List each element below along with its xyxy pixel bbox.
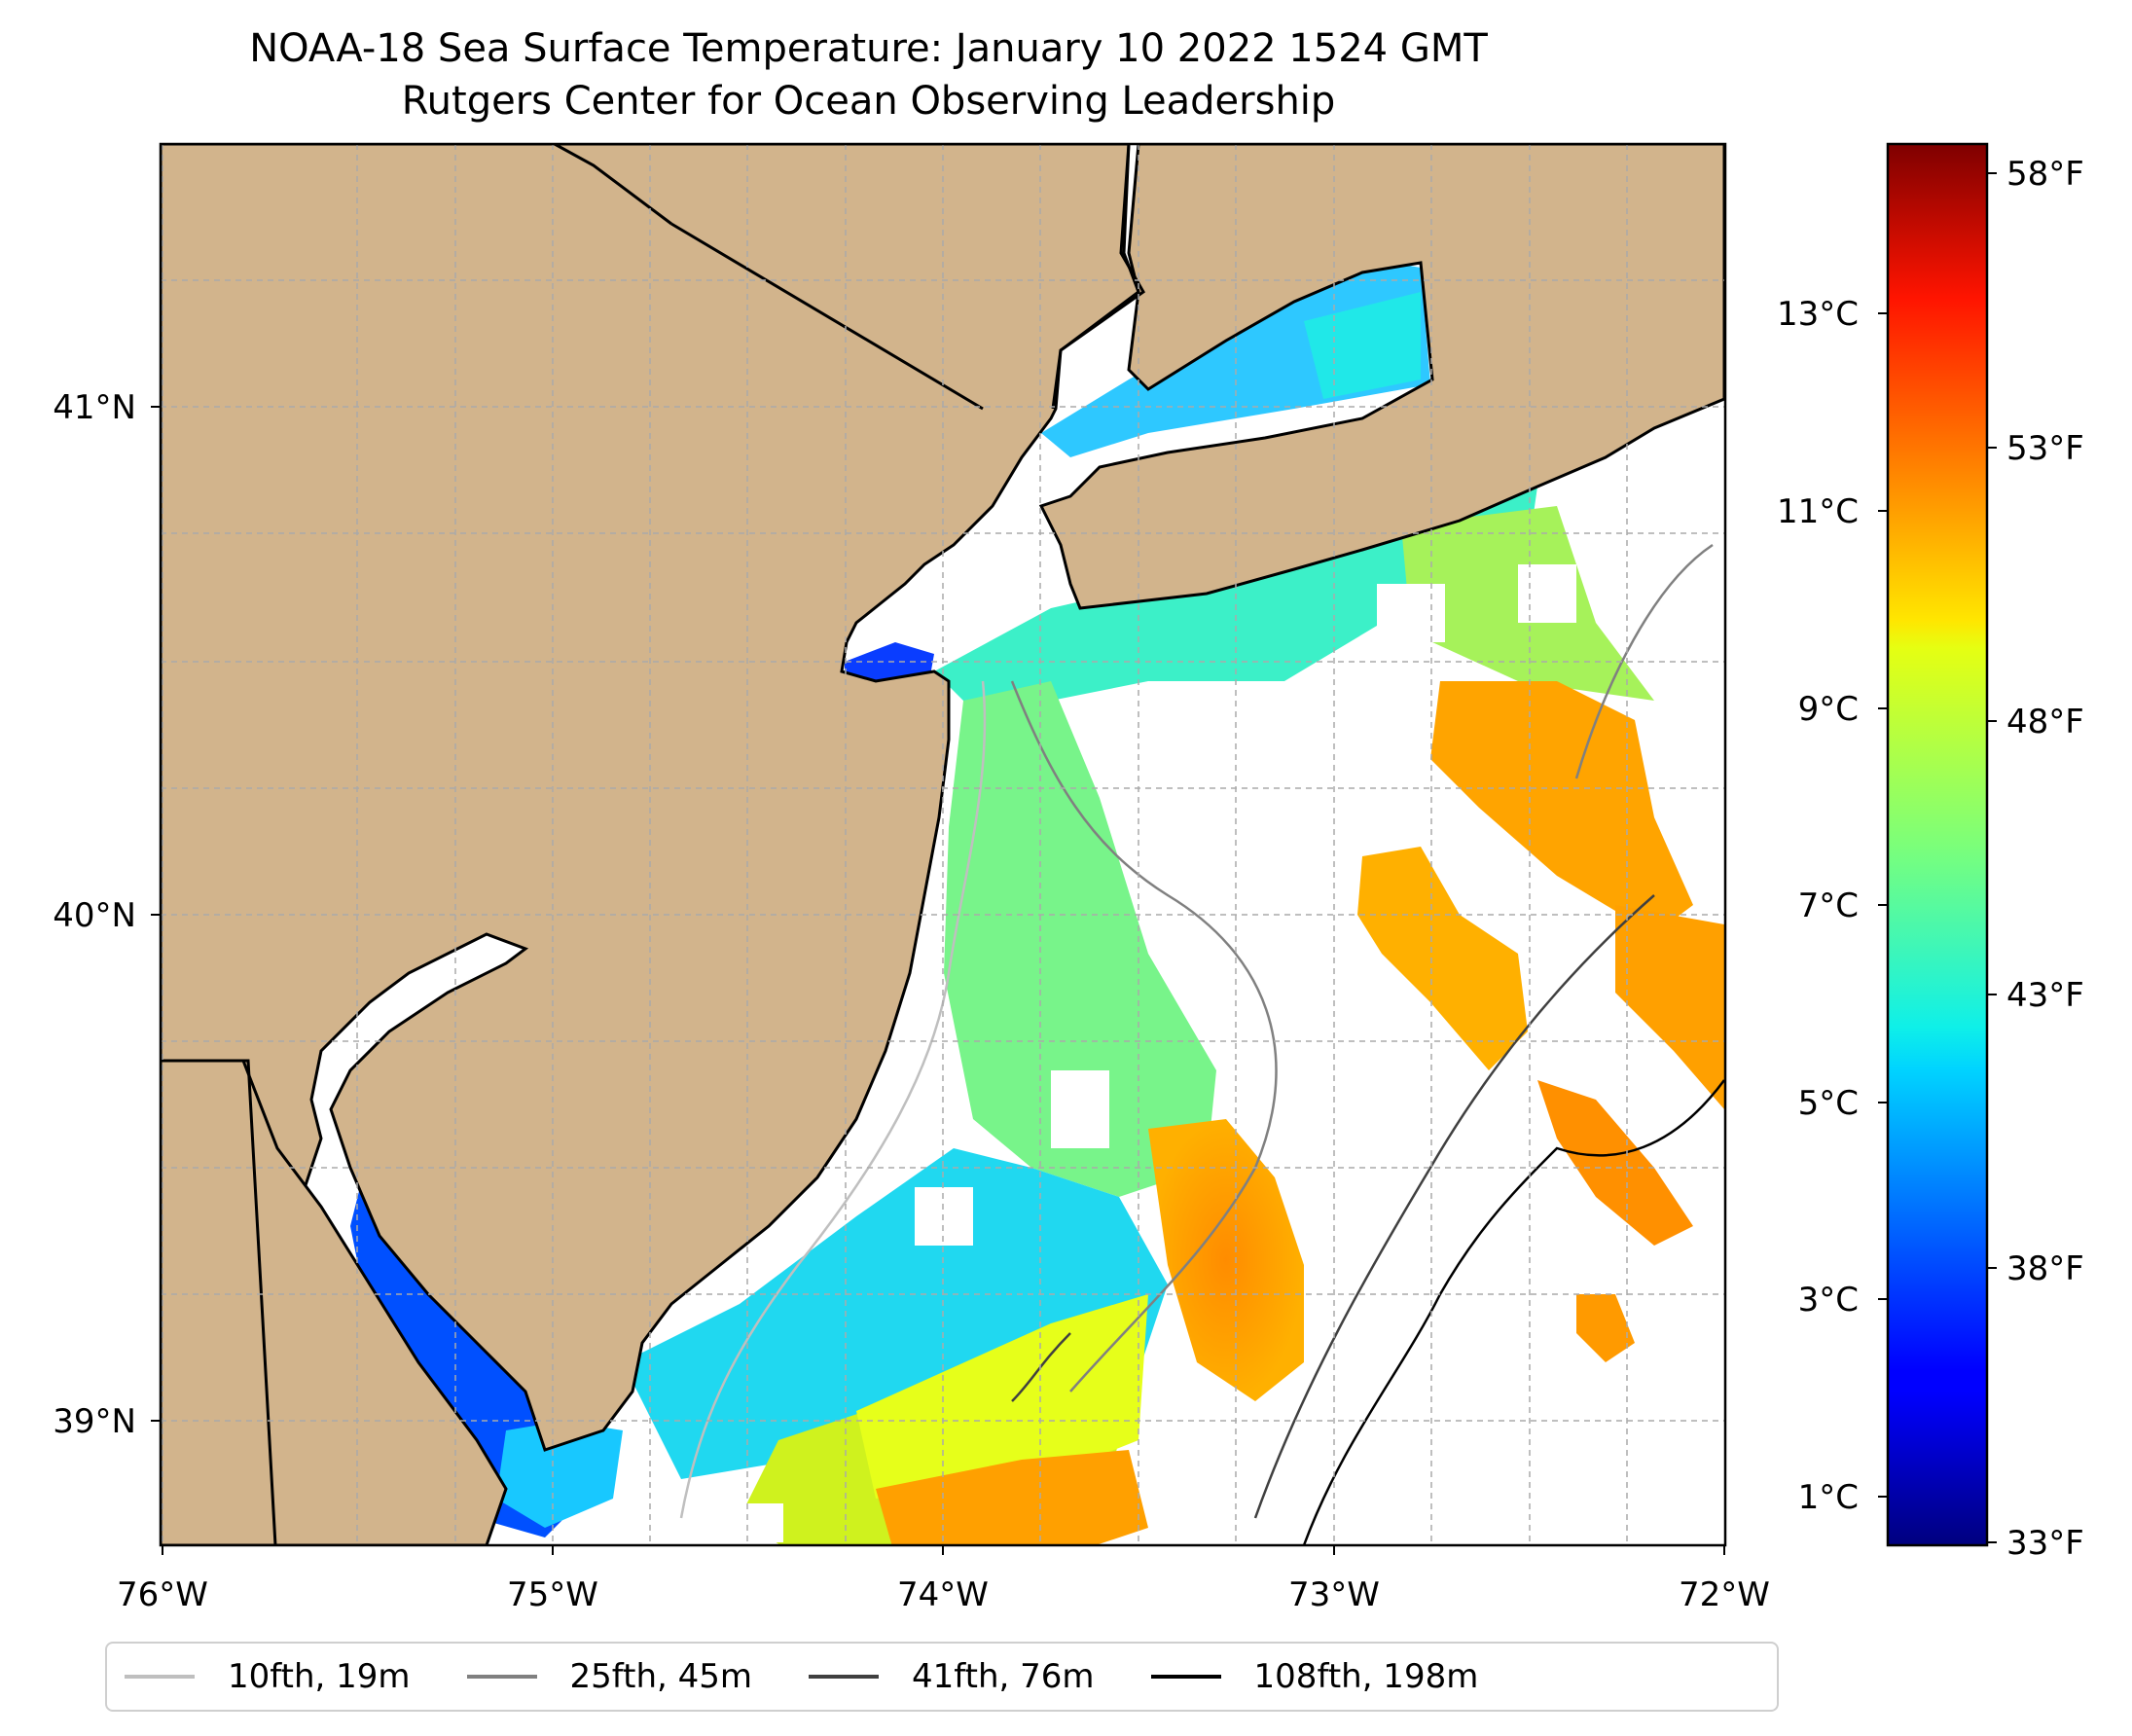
colorbar-celsius-label: 5°C — [1798, 1084, 1859, 1123]
sst-warm-patch-small — [1576, 1294, 1635, 1362]
lat-label: 41°N — [53, 388, 136, 427]
land-long-island — [1038, 144, 1725, 610]
axis-labels: 76°W 75°W 74°W 73°W 72°W 41°N 40°N 39°N — [53, 388, 1770, 1614]
colorbar-fahrenheit-label: 48°F — [2006, 703, 2084, 741]
legend-line-swatch — [809, 1675, 880, 1679]
colorbar-fahrenheit-label: 38°F — [2006, 1249, 2084, 1288]
sst-warm-canyon — [1537, 1080, 1693, 1246]
legend-label: 41fth, 76m — [912, 1657, 1095, 1696]
colorbar-celsius-label: 7°C — [1798, 886, 1859, 925]
legend-item: 25fth, 45m — [466, 1657, 753, 1696]
border-de-md — [161, 1059, 277, 1545]
sst-delaware-bay-mouth — [496, 1421, 623, 1528]
colorbar-celsius-label: 9°C — [1798, 690, 1859, 729]
colorbar-celsius-label: 1°C — [1798, 1478, 1859, 1517]
contour-41fth — [1011, 894, 1655, 1519]
lon-label: 75°W — [507, 1575, 598, 1614]
colorbar-celsius-label: 11°C — [1777, 492, 1859, 531]
sst-warm-slope-3 — [1357, 847, 1528, 1070]
legend-line-swatch — [466, 1675, 537, 1679]
lon-label: 72°W — [1679, 1575, 1770, 1614]
graticule — [161, 144, 1725, 1545]
sst-shelf-south-yellow — [856, 1294, 1148, 1499]
contour-legend: 10fth, 19m 25fth, 45m 41fth, 76m 108fth,… — [105, 1642, 1779, 1712]
map-subtitle: Rutgers Center for Ocean Observing Leade… — [401, 79, 1336, 124]
sst-nj-shelf — [944, 681, 1216, 1197]
legend-item: 10fth, 19m — [125, 1657, 411, 1696]
sst-warm-slope-2 — [1615, 905, 1724, 1109]
border-nj-pa — [554, 144, 672, 226]
legend-item: 108fth, 198m — [1150, 1657, 1479, 1696]
legend-line-swatch — [1150, 1675, 1221, 1679]
border-ny-nj — [670, 222, 984, 411]
colorbar-fahrenheit-label: 43°F — [2006, 976, 2084, 1015]
colorbar-fahrenheit-label: 53°F — [2006, 429, 2084, 468]
legend-item: 41fth, 76m — [809, 1657, 1095, 1696]
sst-long-island-sound-east — [1304, 292, 1421, 399]
colorbar-fahrenheit-label: 58°F — [2006, 155, 2084, 194]
colorbar-fahrenheit-label: 33°F — [2006, 1524, 2084, 1563]
border-ny-ct — [1051, 144, 1145, 410]
contour-108fth — [1302, 1079, 1725, 1545]
sst-warm-shelfbreak — [1148, 1119, 1304, 1401]
legend-label: 10fth, 19m — [228, 1657, 411, 1696]
lat-label: 40°N — [53, 896, 136, 935]
lat-label: 39°N — [53, 1402, 136, 1441]
legend-label: 108fth, 198m — [1253, 1657, 1479, 1696]
colorbar-gradient — [1886, 142, 1989, 1547]
colorbar-celsius-label: 3°C — [1798, 1281, 1859, 1320]
sst-south-orange — [876, 1450, 1148, 1545]
lon-label: 76°W — [117, 1575, 208, 1614]
lon-label: 73°W — [1288, 1575, 1380, 1614]
contour-25fth — [1010, 543, 1714, 1392]
colorbar-celsius-label: 13°C — [1777, 295, 1859, 334]
legend-line-swatch — [125, 1675, 195, 1679]
lon-label: 74°W — [897, 1575, 989, 1614]
legend-label: 25fth, 45m — [569, 1657, 753, 1696]
state-borders — [161, 144, 1145, 1545]
colorbar: 13°C 11°C 9°C 7°C 5°C 3°C 1°C 58°F 53°F … — [1777, 142, 2084, 1563]
sst-data — [350, 258, 1724, 1545]
map-title: NOAA-18 Sea Surface Temperature: January… — [249, 26, 1488, 71]
land-delmarva — [161, 1059, 508, 1545]
axis-ticks — [151, 406, 1725, 1555]
